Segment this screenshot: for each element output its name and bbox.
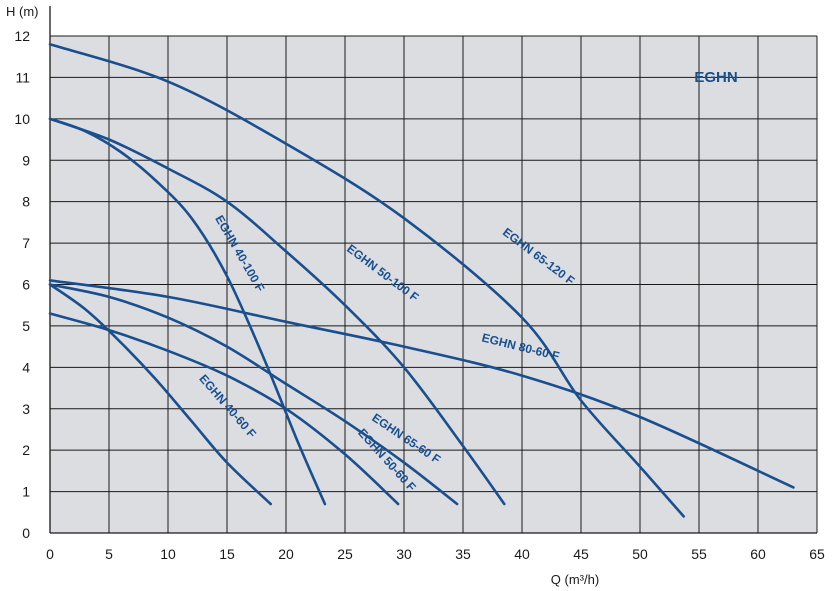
x-tick-label: 60	[750, 546, 766, 562]
x-tick-label: 40	[514, 546, 530, 562]
x-tick-label: 50	[632, 546, 648, 562]
series-line	[48, 312, 400, 506]
x-tick-label: 5	[105, 546, 113, 562]
series-lines	[48, 43, 795, 518]
chart-title: EGHN	[694, 69, 737, 86]
y-tick-label: 4	[22, 359, 30, 375]
y-tick-label: 0	[22, 525, 30, 541]
x-tick-label: 45	[573, 546, 589, 562]
x-tick-label: 65	[809, 546, 825, 562]
y-tick-label: 7	[22, 235, 30, 251]
x-tick-label: 0	[46, 546, 54, 562]
x-tick-label: 30	[396, 546, 412, 562]
x-tick-label: 35	[455, 546, 471, 562]
y-tick-label: 3	[22, 401, 30, 417]
series-line	[48, 43, 685, 518]
x-tick-label: 15	[219, 546, 235, 562]
x-tick-label: 55	[691, 546, 707, 562]
y-tick-label: 1	[22, 484, 30, 500]
y-tick-label: 10	[14, 111, 30, 127]
x-tick-labels: 0 5 10 15 20 25 30 35 40 45 50 55 60 65	[46, 546, 825, 562]
y-axis-label: H (m)	[6, 4, 39, 19]
x-tick-label: 10	[160, 546, 176, 562]
axes	[49, 6, 817, 534]
series-line	[48, 283, 459, 506]
series-line	[48, 279, 795, 489]
y-tick-label: 8	[22, 194, 30, 210]
x-axis-label: Q (m³/h)	[551, 572, 599, 587]
y-tick-label: 12	[14, 28, 30, 44]
x-tick-label: 25	[337, 546, 353, 562]
x-tick-label: 20	[278, 546, 294, 562]
y-tick-label: 2	[22, 442, 30, 458]
series-line	[48, 283, 272, 506]
series-line	[48, 117, 327, 506]
grid	[50, 35, 818, 533]
y-tick-label: 11	[15, 69, 30, 85]
y-tick-label: 6	[22, 277, 30, 293]
y-tick-label: 9	[22, 152, 30, 168]
y-tick-label: 5	[22, 318, 30, 334]
series-line	[48, 117, 506, 506]
